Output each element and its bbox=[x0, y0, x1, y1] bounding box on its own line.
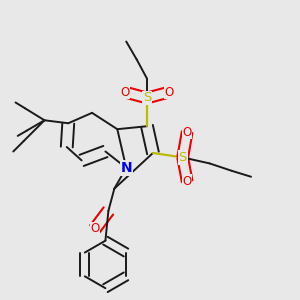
Text: O: O bbox=[120, 85, 129, 98]
Text: S: S bbox=[143, 92, 151, 104]
Text: O: O bbox=[182, 175, 192, 188]
Text: O: O bbox=[90, 222, 100, 235]
Text: O: O bbox=[165, 85, 174, 98]
Text: S: S bbox=[178, 151, 187, 164]
Text: O: O bbox=[182, 126, 192, 139]
Text: N: N bbox=[120, 161, 132, 175]
